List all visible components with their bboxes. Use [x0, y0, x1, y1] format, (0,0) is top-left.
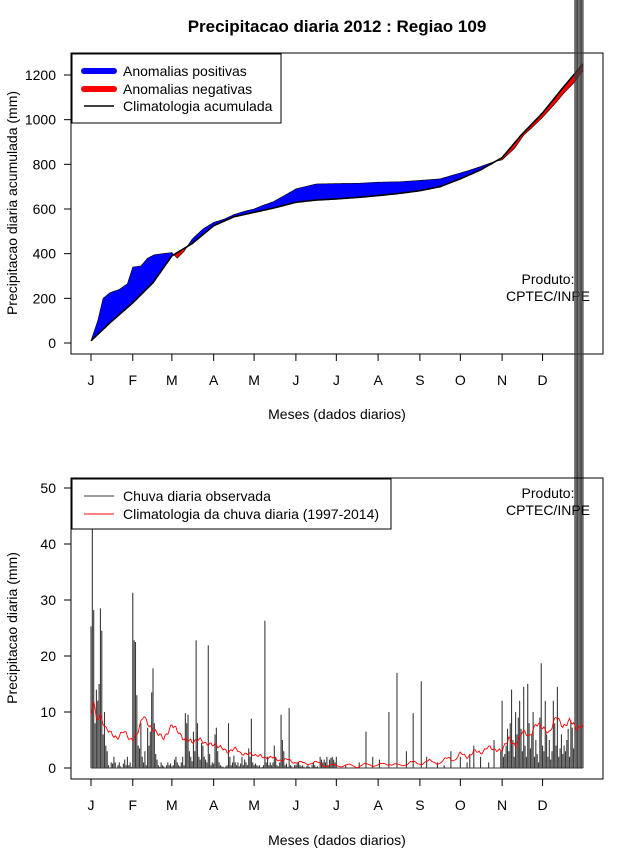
top-x-tick-label: A [373, 372, 383, 388]
bottom-y-tick-label: 40 [40, 536, 56, 552]
top-legend: Anomalias positivas Anomalias negativas … [71, 53, 282, 124]
top-x-tick-label: M [248, 372, 260, 388]
bottom-y-tick-label: 10 [40, 704, 56, 720]
bottom-y-axis: 0 10 20 30 40 50 [40, 480, 71, 776]
top-annotation: Produto: CPTEC/INPE [506, 271, 590, 304]
legend-climatology-label: Climatologia acumulada [123, 98, 273, 114]
bottom-annotation: Produto: CPTEC/INPE [506, 485, 590, 518]
bottom-y-tick-label: 20 [40, 648, 56, 664]
climatology-cumulative-line [90, 63, 584, 342]
bottom-legend-box [71, 478, 392, 530]
top-annotation-line2: CPTEC/INPE [506, 288, 590, 304]
bottom-y-tick-label: 50 [40, 480, 56, 496]
bottom-y-tick-label: 0 [48, 760, 56, 776]
bottom-chart: 0 10 20 30 40 50 J F M A M J J A S O N D Meses (dados di… [4, 0, 604, 848]
legend-negative-label: Anomalias negativas [123, 81, 252, 97]
bottom-x-tick-label: M [166, 797, 178, 813]
top-y-tick-label: 600 [33, 201, 57, 217]
top-y-tick-label: 800 [33, 156, 57, 172]
bottom-legend: Chuva diaria observada Climatologia da c… [71, 478, 392, 530]
legend-positive-label: Anomalias positivas [123, 63, 247, 79]
top-y-tick-label: 1000 [25, 112, 56, 128]
bottom-annotation-line2: CPTEC/INPE [506, 502, 590, 518]
bottom-x-tick-label: F [129, 797, 138, 813]
top-x-axis-label: Meses (dados diarios) [268, 406, 406, 422]
legend-observed-label: Chuva diaria observada [123, 488, 271, 504]
top-x-tick-label: J [88, 372, 95, 388]
bottom-x-tick-label: A [209, 797, 219, 813]
positive-anomaly-area [90, 252, 175, 341]
legend-clim-daily-label: Climatologia da chuva diaria (1997-2014) [123, 506, 379, 522]
bottom-y-axis-label: Precipitacao diaria (mm) [4, 552, 20, 704]
top-x-tick-label: M [166, 372, 178, 388]
bottom-x-tick-label: J [88, 797, 95, 813]
top-x-tick-label: N [497, 372, 507, 388]
bottom-annotation-line1: Produto: [522, 485, 575, 501]
climatology-daily-line [90, 701, 584, 769]
bottom-y-tick-label: 30 [40, 592, 56, 608]
top-chart: Precipitacao diaria 2012 : Regiao 109 0 2… [4, 17, 604, 422]
top-x-tick-label: O [455, 372, 466, 388]
top-y-axis: 0 200 400 600 800 1000 1200 [25, 67, 71, 351]
bottom-x-tick-label: S [415, 797, 424, 813]
top-x-tick-label: D [537, 372, 547, 388]
top-annotation-line1: Produto: [522, 271, 575, 287]
bottom-x-tick-label: D [537, 797, 547, 813]
bottom-chart-marks [90, 0, 584, 769]
top-chart-title: Precipitacao diaria 2012 : Regiao 109 [188, 17, 487, 36]
top-x-tick-label: S [415, 372, 424, 388]
top-y-tick-label: 200 [33, 290, 57, 306]
bottom-x-tick-label: J [333, 797, 340, 813]
top-y-tick-label: 400 [33, 246, 57, 262]
top-y-tick-label: 0 [48, 335, 56, 351]
bottom-x-tick-label: J [292, 797, 299, 813]
bottom-x-tick-label: O [455, 797, 466, 813]
top-y-axis-label: Precipitacao diaria acumulada (mm) [4, 91, 20, 315]
bottom-x-axis-label: Meses (dados diarios) [268, 832, 406, 848]
top-y-tick-label: 1200 [25, 67, 56, 83]
bottom-x-tick-label: N [497, 797, 507, 813]
top-x-tick-label: J [333, 372, 340, 388]
top-x-tick-label: J [292, 372, 299, 388]
bottom-x-tick-label: A [373, 797, 383, 813]
positive-anomaly-area [187, 160, 498, 247]
top-chart-marks [90, 63, 584, 342]
bottom-x-tick-label: M [248, 797, 260, 813]
top-x-tick-label: A [209, 372, 219, 388]
top-x-tick-label: F [129, 372, 138, 388]
